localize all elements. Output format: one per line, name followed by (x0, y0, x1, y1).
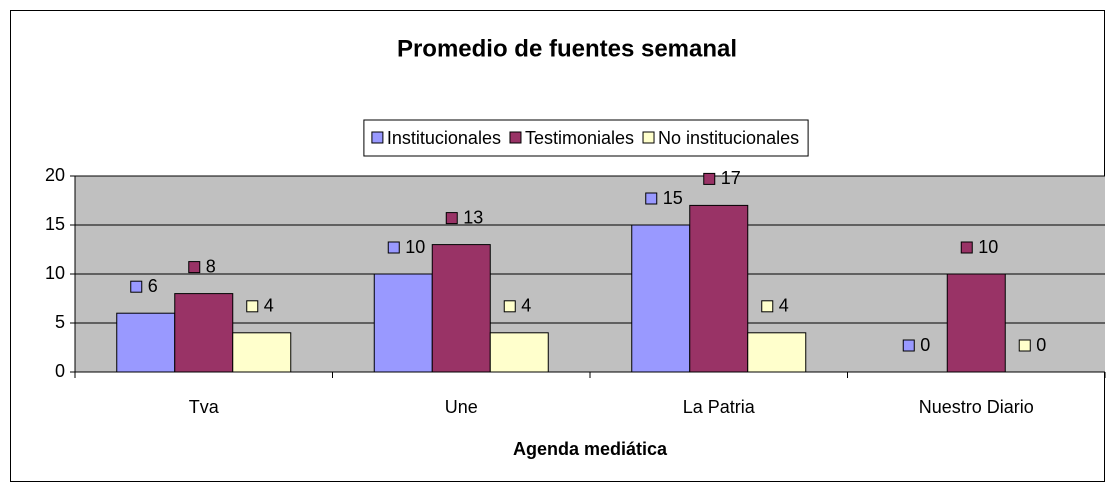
bar (373, 273, 433, 373)
bar (489, 332, 549, 373)
x-tick-label: Une (445, 397, 478, 417)
data-label: 8 (206, 256, 216, 276)
y-tick-label: 10 (45, 263, 65, 283)
data-label-key (902, 339, 915, 352)
bar (747, 332, 807, 373)
bar (232, 332, 292, 373)
x-tick-label: Tva (189, 397, 220, 417)
y-tick-label: 5 (55, 312, 65, 332)
data-label: 4 (779, 296, 789, 316)
chart-title: Promedio de fuentes semanal (397, 35, 737, 62)
data-label-key (703, 172, 716, 185)
bar (174, 293, 234, 373)
data-label: 6 (148, 276, 158, 296)
data-label-key (387, 241, 400, 254)
y-tick-label: 15 (45, 214, 65, 234)
legend-label: Testimoniales (525, 128, 634, 148)
data-label: 4 (521, 296, 531, 316)
data-label-key (188, 261, 201, 274)
bar (946, 273, 1006, 373)
data-label: 13 (463, 207, 483, 227)
data-label-key (445, 212, 458, 225)
legend-label: No institucionales (658, 128, 799, 148)
bar (689, 204, 749, 373)
data-label: 0 (1036, 335, 1046, 355)
legend-key (371, 131, 384, 144)
x-tick-label: La Patria (683, 397, 756, 417)
data-label-key (1018, 339, 1031, 352)
y-tick-label: 0 (55, 361, 65, 381)
y-tick-label: 20 (45, 165, 65, 185)
legend-key (509, 131, 522, 144)
data-label-key (130, 280, 143, 293)
bar (631, 224, 691, 373)
data-label: 17 (721, 168, 741, 188)
legend-label: Institucionales (387, 128, 501, 148)
data-label: 15 (663, 188, 683, 208)
data-label: 4 (264, 296, 274, 316)
x-tick-label: Nuestro Diario (919, 397, 1034, 417)
data-label: 10 (978, 237, 998, 257)
data-label: 10 (405, 237, 425, 257)
x-axis-label: Agenda mediática (513, 439, 668, 459)
data-label: 0 (920, 335, 930, 355)
data-label-key (246, 300, 259, 313)
bar (116, 312, 176, 373)
legend-box (363, 119, 809, 157)
legend-key (642, 131, 655, 144)
data-label-key (645, 192, 658, 205)
data-label-key (761, 300, 774, 313)
data-label-key (503, 300, 516, 313)
data-label-key (960, 241, 973, 254)
bar (431, 244, 491, 373)
